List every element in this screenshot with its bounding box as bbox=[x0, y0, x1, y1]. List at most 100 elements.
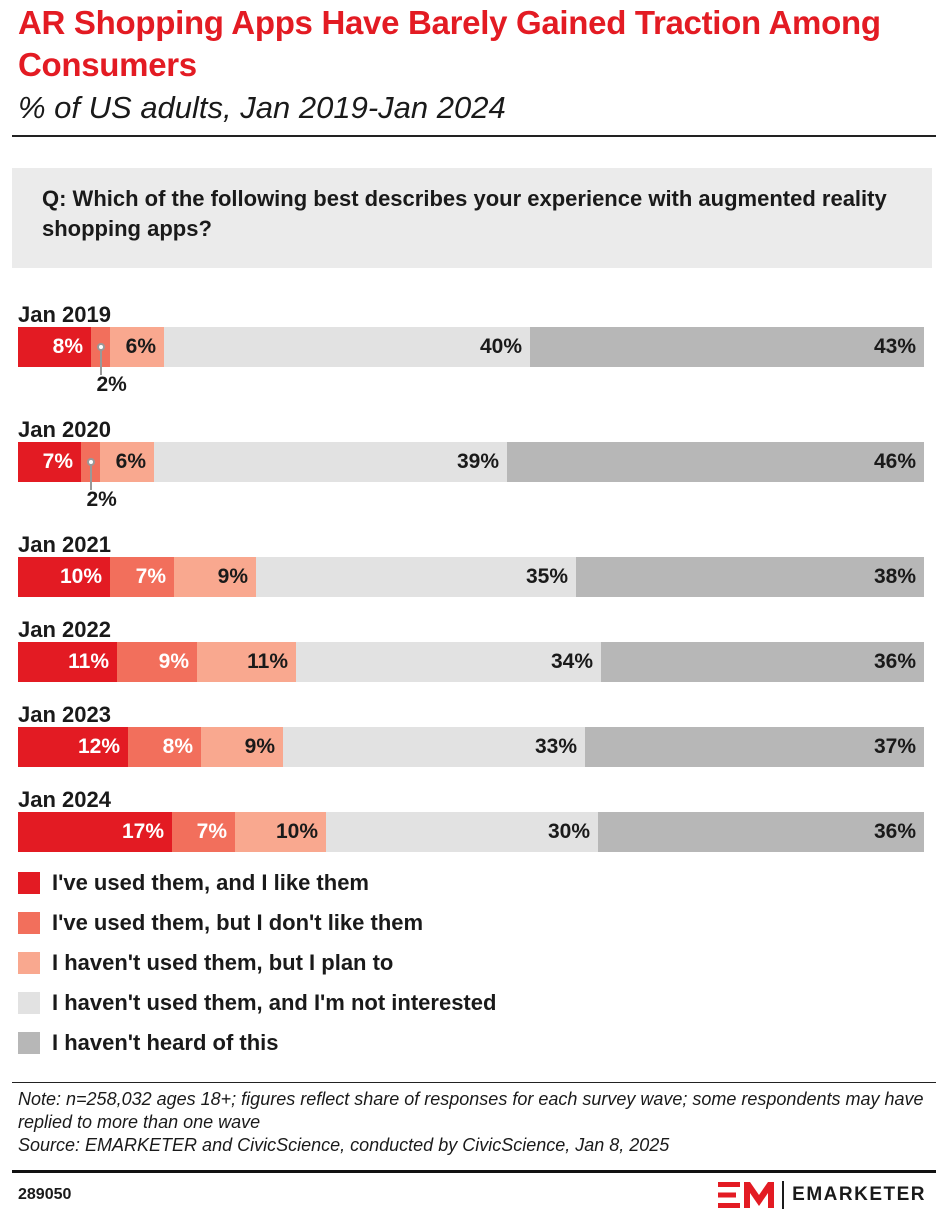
data-label: 30% bbox=[547, 820, 590, 843]
chart-id: 289050 bbox=[18, 1186, 72, 1203]
data-label: 9% bbox=[158, 650, 189, 673]
legend-swatch bbox=[18, 872, 40, 894]
legend-swatch bbox=[18, 1032, 40, 1054]
bar-segment-not-interested bbox=[283, 727, 585, 767]
legend-label: I haven't used them, and I'm not interes… bbox=[52, 990, 497, 1015]
bar-segment-plan bbox=[201, 727, 283, 767]
data-label: 43% bbox=[873, 335, 916, 358]
bar-segment-not-heard bbox=[601, 642, 924, 682]
bar-segment-plan bbox=[235, 812, 326, 852]
bar-segment-like bbox=[18, 442, 81, 482]
top-rule bbox=[12, 135, 936, 137]
source-text: Source: EMARKETER and CivicScience, cond… bbox=[18, 1135, 670, 1155]
bar-segment-dislike bbox=[117, 642, 197, 682]
legend-item-not-heard: I haven't heard of this bbox=[18, 1028, 279, 1058]
data-label: 6% bbox=[115, 450, 146, 473]
data-label: 10% bbox=[59, 565, 102, 588]
brand-name: EMARKETER bbox=[792, 1184, 926, 1205]
data-label: 17% bbox=[121, 820, 164, 843]
callout-line bbox=[89, 462, 92, 490]
brand-divider bbox=[782, 1181, 785, 1209]
year-label: Jan 2022 bbox=[18, 617, 111, 642]
data-label: 11% bbox=[247, 650, 288, 673]
bar-segment-plan bbox=[174, 557, 256, 597]
data-label: 46% bbox=[873, 450, 916, 473]
bar-segment-plan bbox=[110, 327, 164, 367]
footnote: Note: n=258,032 ages 18+; figures reflec… bbox=[18, 1088, 933, 1157]
bar-segment-not-heard bbox=[507, 442, 924, 482]
bar-row: 17% 7% 10% 30% 36% bbox=[18, 812, 924, 852]
legend-swatch bbox=[18, 992, 40, 1014]
note-text: Note: n=258,032 ages 18+; figures reflec… bbox=[18, 1089, 924, 1132]
bar-segment-like bbox=[18, 642, 117, 682]
callout-dot bbox=[86, 458, 95, 466]
data-label: 8% bbox=[52, 335, 83, 358]
data-label: 37% bbox=[873, 735, 916, 758]
bar-segment-like bbox=[18, 727, 128, 767]
bar-segment-dislike bbox=[128, 727, 201, 767]
bar-segment-not-interested bbox=[164, 327, 530, 367]
legend-swatch bbox=[18, 912, 40, 934]
legend-label: I've used them, but I don't like them bbox=[52, 910, 424, 935]
legend-item-not-interested: I haven't used them, and I'm not interes… bbox=[18, 988, 496, 1018]
bar-segment-like bbox=[18, 557, 110, 597]
legend-item-dislike: I've used them, but I don't like them bbox=[18, 908, 423, 938]
brand-logo: EMARKETER bbox=[718, 1178, 926, 1212]
year-label: Jan 2021 bbox=[18, 532, 111, 557]
bar-row: 10% 7% 9% 35% 38% bbox=[18, 557, 924, 597]
data-label: 40% bbox=[479, 335, 522, 358]
data-label: 39% bbox=[456, 450, 499, 473]
data-label: 34% bbox=[550, 650, 593, 673]
legend-label: I haven't used them, but I plan to bbox=[52, 950, 394, 975]
bar-segment-not-interested bbox=[154, 442, 507, 482]
year-label: Jan 2024 bbox=[18, 787, 111, 812]
bar-segment-not-heard bbox=[530, 327, 924, 367]
data-label: 36% bbox=[873, 820, 916, 843]
chart-title: AR Shopping Apps Have Barely Gained Trac… bbox=[18, 4, 881, 83]
year-label: Jan 2020 bbox=[18, 417, 111, 442]
question-box: Q: Which of the following best describes… bbox=[12, 168, 932, 268]
data-label: 38% bbox=[873, 565, 916, 588]
legend-label: I've used them, and I like them bbox=[52, 870, 369, 895]
callout-line bbox=[99, 347, 102, 375]
bar-segment-not-heard bbox=[576, 557, 924, 597]
data-label: 9% bbox=[217, 565, 248, 588]
bar-segment-like bbox=[18, 812, 172, 852]
data-label: 33% bbox=[534, 735, 577, 758]
emarketer-logo-icon bbox=[718, 1182, 775, 1208]
bar-row: 12% 8% 9% 33% 37% bbox=[18, 727, 924, 767]
bar-row: 8% 2% 6% 40% 43% bbox=[18, 327, 924, 396]
data-label: 36% bbox=[873, 650, 916, 673]
data-label: 7% bbox=[196, 820, 227, 843]
data-label-callout: 2% bbox=[96, 373, 127, 396]
data-label: 10% bbox=[275, 820, 318, 843]
data-label: 8% bbox=[162, 735, 193, 758]
bar-segment-plan bbox=[100, 442, 154, 482]
data-label: 12% bbox=[77, 735, 120, 758]
bar-segment-dislike bbox=[110, 557, 174, 597]
data-label: 7% bbox=[42, 450, 73, 473]
bar-segment-not-heard bbox=[598, 812, 924, 852]
question-text: Q: Which of the following best describes… bbox=[42, 186, 887, 241]
chart-area: Jan 2019 8% 2% 6% 40% 43% Jan 2020 7% 2% 6% 39% 46%… bbox=[0, 280, 948, 860]
bar-row: 7% 2% 6% 39% 46% bbox=[18, 442, 924, 511]
bar-segment-not-interested bbox=[256, 557, 576, 597]
callout-dot bbox=[96, 343, 105, 351]
legend-label: I haven't heard of this bbox=[52, 1030, 279, 1055]
bar-segment-dislike bbox=[172, 812, 235, 852]
note-rule bbox=[12, 1082, 936, 1083]
year-label: Jan 2023 bbox=[18, 702, 111, 727]
legend-swatch bbox=[18, 952, 40, 974]
bar-segment-not-heard bbox=[585, 727, 924, 767]
bottom-rule bbox=[12, 1170, 936, 1173]
legend-item-like: I've used them, and I like them bbox=[18, 868, 369, 898]
bar-segment-plan bbox=[197, 642, 296, 682]
data-label-callout: 2% bbox=[86, 488, 117, 511]
bar-segment-not-interested bbox=[326, 812, 598, 852]
data-label: 35% bbox=[525, 565, 568, 588]
legend-item-plan: I haven't used them, but I plan to bbox=[18, 948, 393, 978]
chart-subtitle: % of US adults, Jan 2019-Jan 2024 bbox=[18, 90, 506, 125]
bar-row: 11% 9% 11% 34% 36% bbox=[18, 642, 924, 682]
data-label: 11% bbox=[68, 650, 109, 673]
data-label: 6% bbox=[125, 335, 156, 358]
